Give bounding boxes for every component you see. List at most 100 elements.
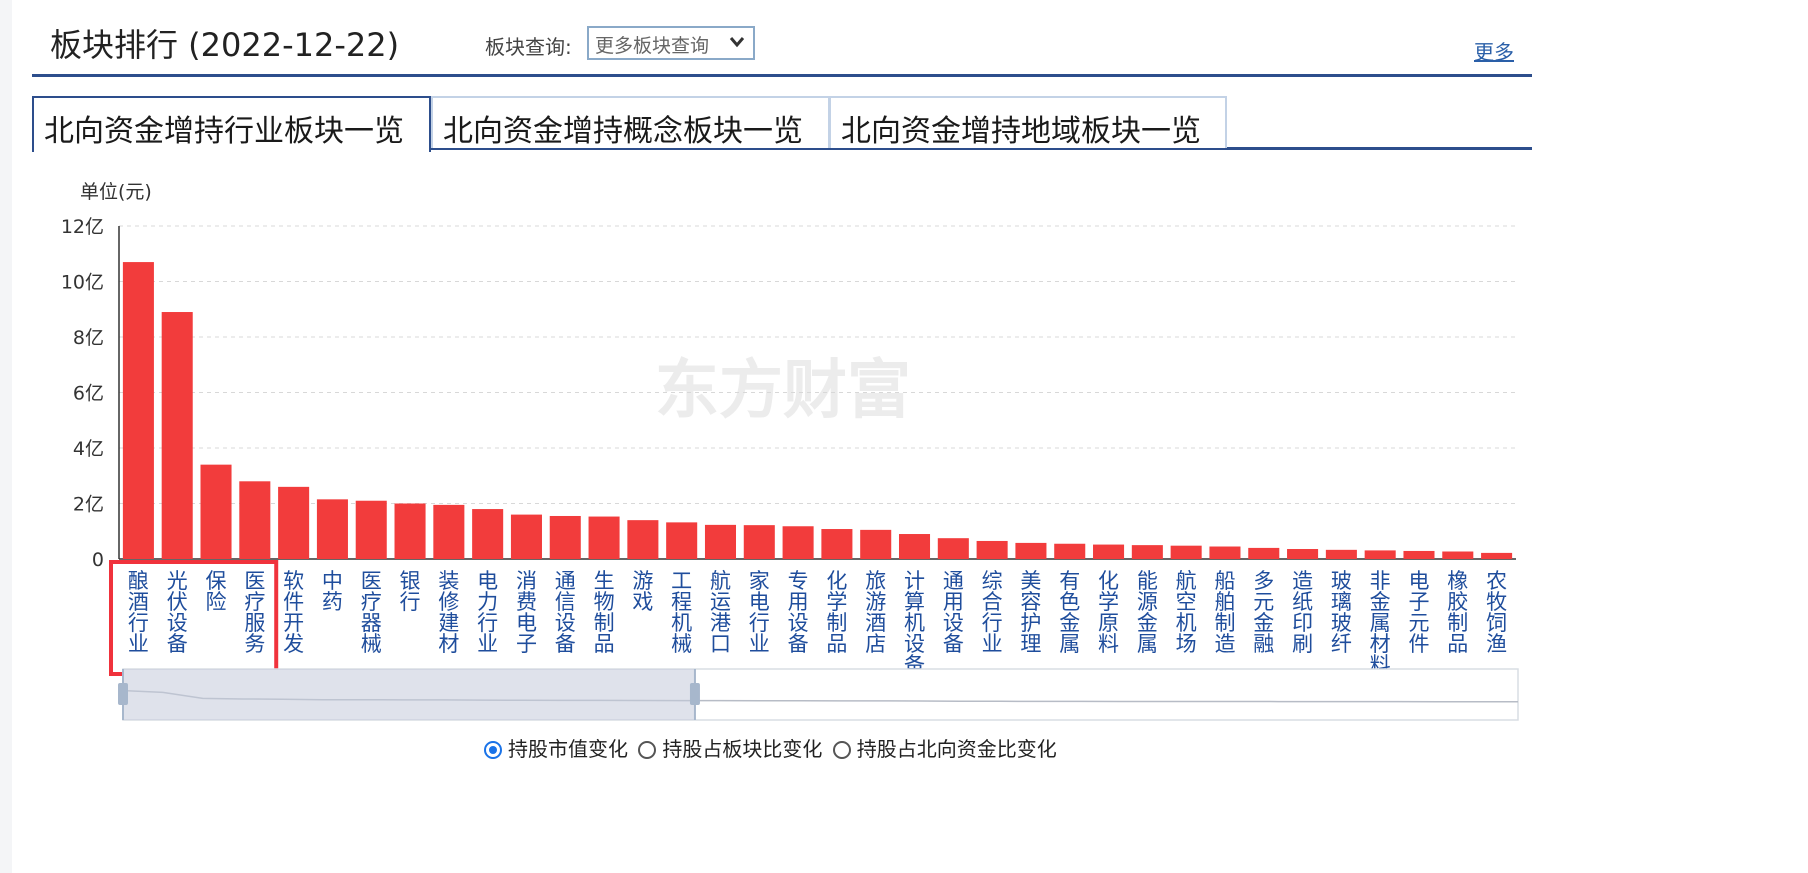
watermark-text: 东方财富 [655,354,911,428]
page-title: 板块排行 (2022-12-22) [50,26,400,64]
x-tick-label[interactable]: 航运港口 [710,569,731,656]
bar-能源金属[interactable] [1131,545,1163,559]
bar-游戏[interactable] [627,520,659,559]
x-tick-label[interactable]: 化学制品 [826,569,847,656]
x-tick-label[interactable]: 光伏设备 [167,569,188,656]
bar-电力行业[interactable] [472,509,504,559]
x-tick-label[interactable]: 酿酒行业 [128,569,149,656]
y-tick-label: 12亿 [61,216,104,238]
y-tick-label: 10亿 [61,272,104,294]
bar-造纸印刷[interactable] [1287,549,1319,559]
bar-化学原料[interactable] [1093,544,1125,559]
more-link[interactable]: 更多 [1474,40,1514,64]
bar-装修建材[interactable] [433,504,465,559]
radio-label: 持股占板块比变化 [662,737,823,761]
radio-northbound-share-change[interactable]: 持股占北向资金比变化 [832,733,1057,762]
bar-软件开发[interactable] [278,486,310,559]
x-tick-label[interactable]: 电力行业 [477,569,498,656]
tab-concept-sectors[interactable]: 北向资金增持概念板块一览 [431,96,830,149]
bar-美容护理[interactable] [1015,542,1047,559]
x-tick-label[interactable]: 医疗器械 [361,569,382,656]
x-tick-label[interactable]: 医疗服务 [244,569,265,656]
x-tick-label[interactable]: 游戏 [632,569,653,614]
radio-indicator-selected [484,741,502,759]
y-tick-label: 4亿 [73,438,104,460]
x-tick-label[interactable]: 美容护理 [1020,569,1041,656]
header-divider [32,74,1532,77]
x-tick-label[interactable]: 能源金属 [1137,569,1158,656]
x-tick-label[interactable]: 装修建材 [438,569,459,656]
bar-通信设备[interactable] [549,515,581,559]
x-tick-label[interactable]: 航空机场 [1176,569,1197,656]
x-tick-label[interactable]: 中药 [322,569,343,614]
x-tick-label[interactable]: 多元金融 [1253,569,1274,656]
metric-radio-group: 持股市值变化 持股占板块比变化 持股占北向资金比变化 [484,733,1061,762]
x-tick-label[interactable]: 农牧饲渔 [1486,569,1507,656]
x-tick-label[interactable]: 通用设备 [943,569,964,656]
x-tick-label[interactable]: 保险 [206,569,227,614]
radio-label: 持股占北向资金比变化 [856,737,1057,761]
bar-生物制品[interactable] [588,516,620,559]
x-tick-label[interactable]: 专用设备 [788,569,809,656]
sector-query-select[interactable]: 更多板块查询 [587,26,755,60]
x-tick-label[interactable]: 软件开发 [283,569,304,656]
y-axis-unit-label: 单位(元) [80,181,152,203]
x-tick-label[interactable]: 生物制品 [594,569,615,656]
bar-计算机设备[interactable] [898,534,931,559]
bar-电子元件[interactable] [1403,550,1435,559]
bar-非金属材料[interactable] [1364,550,1396,559]
bar-航运港口[interactable] [704,524,737,559]
bar-银行[interactable] [394,503,426,560]
bar-工程机械[interactable] [666,522,698,559]
bar-玻璃玻纤[interactable] [1325,549,1357,559]
radio-sector-share-change[interactable]: 持股占板块比变化 [638,733,822,762]
x-tick-label[interactable]: 工程机械 [671,569,692,656]
data-zoom-end-handle[interactable] [689,683,700,705]
x-tick-label[interactable]: 橡胶制品 [1447,569,1468,656]
bar-酿酒行业[interactable] [122,262,154,559]
x-tick-label[interactable]: 综合行业 [982,569,1003,656]
y-tick-label: 6亿 [73,383,104,405]
bar-保险[interactable] [200,464,232,559]
chevron-down-icon [729,33,745,52]
x-tick-label[interactable]: 船舶制造 [1214,569,1235,656]
bar-消费电子[interactable] [510,514,542,559]
x-tick-label[interactable]: 有色金属 [1059,569,1080,656]
bar-多元金融[interactable] [1248,547,1280,559]
x-tick-label[interactable]: 电子元件 [1408,569,1429,656]
radio-market-value-change[interactable]: 持股市值变化 [484,733,628,762]
bar-旅游酒店[interactable] [860,529,892,559]
bar-专用设备[interactable] [782,526,814,559]
x-tick-label[interactable]: 计算机设备 [904,569,925,677]
sector-query-label: 板块查询: [485,35,572,59]
x-tick-label[interactable]: 家电行业 [749,569,770,656]
x-tick-label[interactable]: 玻璃玻纤 [1331,569,1352,656]
x-tick-label[interactable]: 银行 [400,569,421,614]
bar-通用设备[interactable] [937,538,969,559]
bar-光伏设备[interactable] [161,312,193,559]
data-zoom-selection[interactable] [123,669,695,720]
x-tick-label[interactable]: 旅游酒店 [865,569,886,656]
tab-region-sectors[interactable]: 北向资金增持地域板块一览 [829,96,1227,149]
x-tick-label[interactable]: 通信设备 [555,569,576,656]
bar-综合行业[interactable] [976,540,1008,559]
bar-中药[interactable] [316,499,348,559]
bar-医疗服务[interactable] [239,481,271,559]
bar-化学制品[interactable] [821,529,853,559]
bar-家电行业[interactable] [743,525,775,559]
data-zoom-start-handle[interactable] [118,683,128,705]
x-tick-label[interactable]: 非金属材料 [1370,569,1391,677]
tab-industry-sectors[interactable]: 北向资金增持行业板块一览 [32,96,431,152]
radio-indicator [832,741,851,759]
bar-橡胶制品[interactable] [1442,551,1474,559]
bar-航空机场[interactable] [1170,545,1202,559]
page-left-strip [0,0,12,873]
x-tick-label[interactable]: 化学原料 [1098,569,1119,656]
bar-农牧饲渔[interactable] [1481,552,1513,559]
x-tick-label[interactable]: 消费电子 [516,569,537,656]
bar-医疗器械[interactable] [355,500,387,559]
bar-有色金属[interactable] [1054,543,1086,559]
x-tick-label[interactable]: 造纸印刷 [1292,569,1313,656]
bar-船舶制造[interactable] [1209,546,1241,559]
